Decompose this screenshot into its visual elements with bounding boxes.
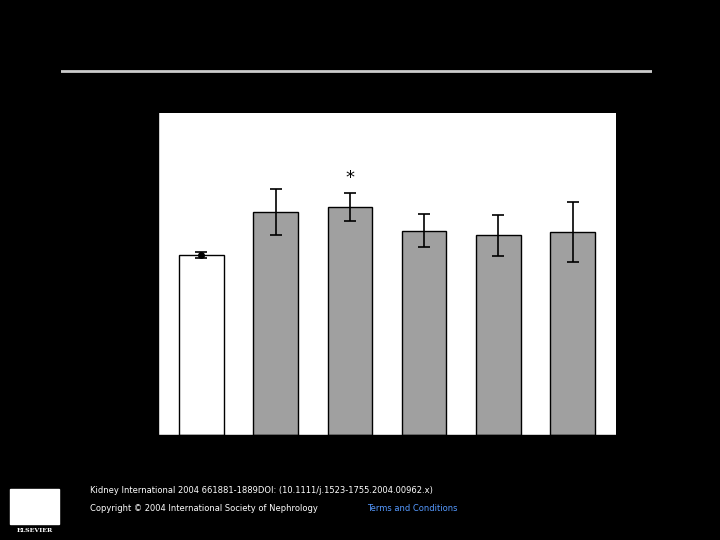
Bar — [476, 235, 521, 435]
Text: ELSEVIER: ELSEVIER — [17, 528, 53, 533]
X-axis label: Treatment period, $\it{hours}$: Treatment period, $\it{hours}$ — [293, 466, 481, 485]
Bar — [179, 255, 224, 435]
Bar — [402, 231, 446, 435]
Bar — [328, 207, 372, 435]
Text: Terms and Conditions: Terms and Conditions — [367, 504, 458, 513]
Text: Figure 3: Figure 3 — [329, 46, 391, 61]
Text: Copyright © 2004 International Society of Nephrology: Copyright © 2004 International Society o… — [90, 504, 320, 513]
Text: Kidney International 2004 661881-1889DOI: (10.1111/j.1523-1755.2004.00962.x): Kidney International 2004 661881-1889DOI… — [90, 486, 433, 495]
Bar — [11, 489, 59, 524]
Text: *: * — [346, 169, 354, 187]
Bar — [253, 212, 298, 435]
Y-axis label: CDCF fluorescence, arbitrary units: CDCF fluorescence, arbitrary units — [110, 143, 125, 406]
Bar — [550, 232, 595, 435]
